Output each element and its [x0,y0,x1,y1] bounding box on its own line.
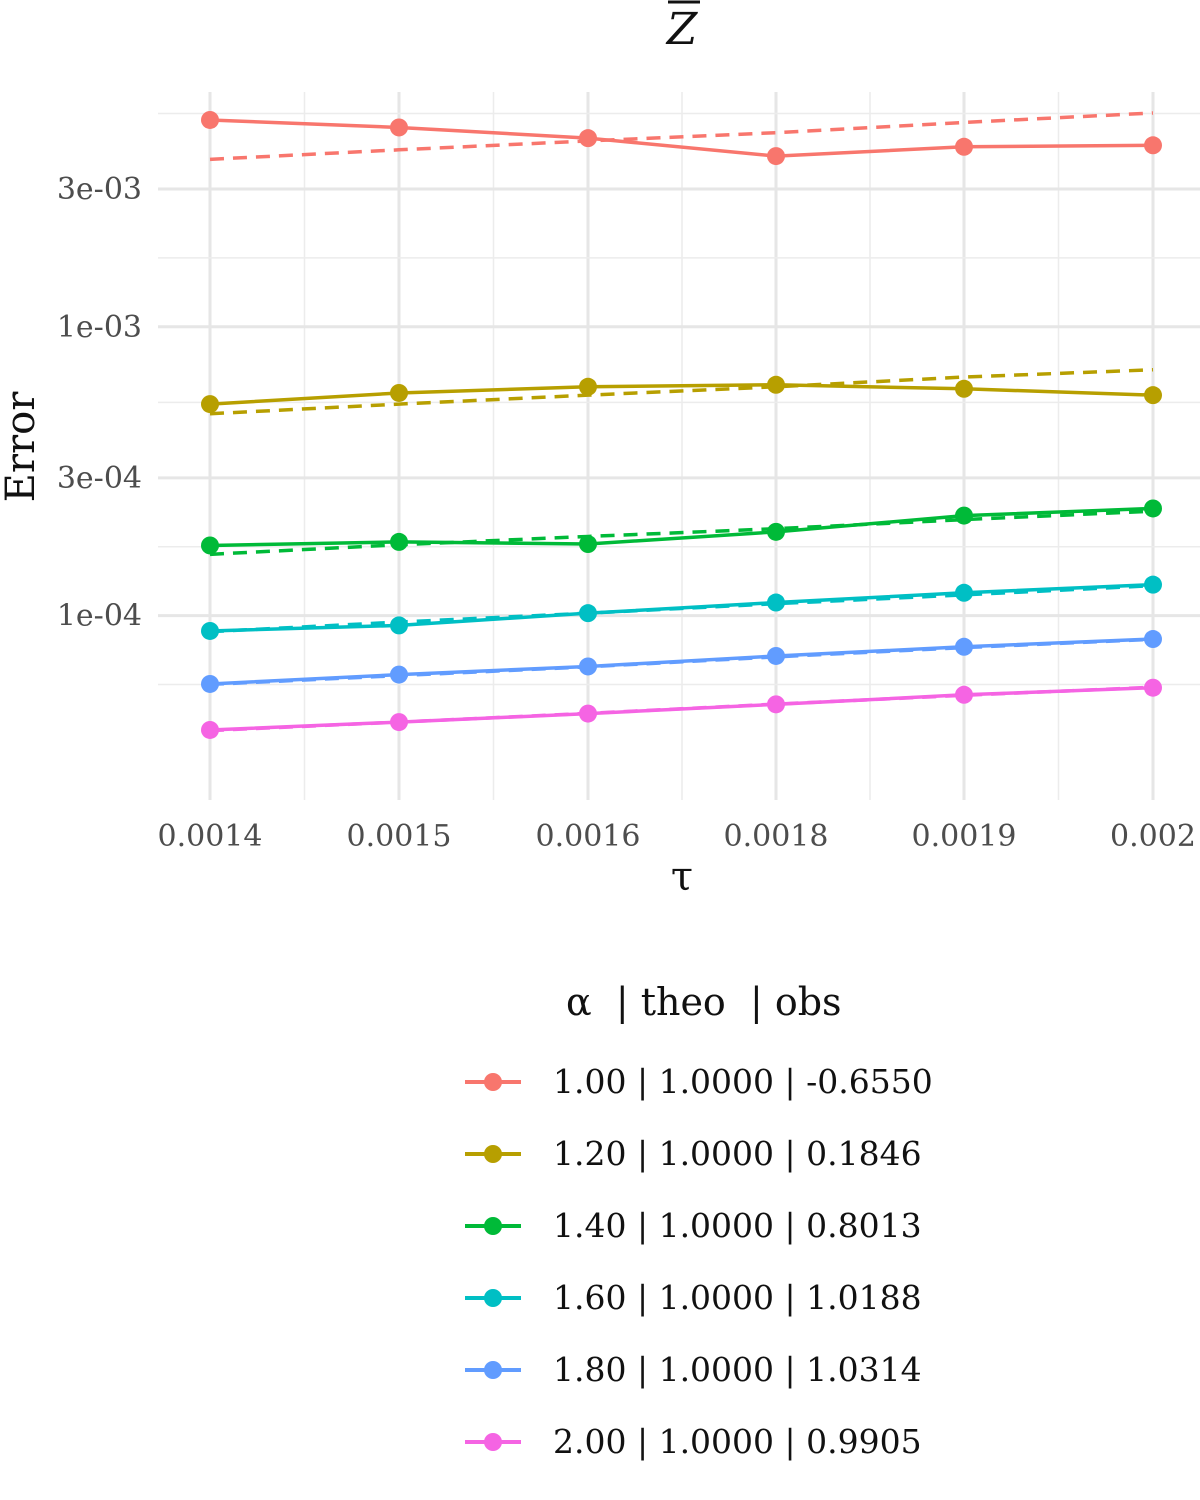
data-point [955,685,973,704]
observed-line [209,118,1154,158]
series-group [201,110,1162,166]
legend-items: 1.00 | 1.0000 | -0.6550 1.20 | 1.0000 | 0… [465,1062,933,1461]
legend-item: 1.60 | 1.0000 | 1.0188 [465,1278,922,1317]
data-point [201,674,219,693]
data-point [390,118,408,137]
data-point [579,129,597,148]
legend-item: 1.00 | 1.0000 | -0.6550 [465,1062,933,1101]
legend-key-point [484,1433,502,1451]
legend-label: 1.40 | 1.0000 | 0.8013 [553,1206,922,1245]
observed-line [209,383,1154,406]
series-layer [201,110,1162,739]
data-point [390,383,408,402]
theoretical-line [209,368,1154,416]
x-tick-label: 0.0014 [158,819,263,854]
data-point [201,536,219,555]
data-point [390,665,408,684]
plot-title: Z [665,4,699,55]
x-tick-label: 0.002 [1110,819,1196,854]
y-tick-label: 3e-03 [57,172,142,207]
data-point [955,637,973,656]
data-point [1144,630,1162,649]
series-group [201,368,1162,416]
legend-key-point [484,1073,502,1091]
legend-title: α | theo | obs [566,980,842,1024]
series-group [201,499,1162,557]
data-point [767,593,785,612]
legend-key-point [484,1217,502,1235]
data-point [955,379,973,398]
data-point [767,375,785,394]
legend: α | theo | obs 1.00 | 1.0000 | -0.65501.… [465,980,933,1461]
data-point [767,695,785,714]
x-axis-tick-labels: 0.0014 0.0015 0.0016 0.0018 0.0019 0.002 [158,819,1196,854]
y-axis-title: Error [0,391,44,503]
x-tick-label: 0.0016 [536,819,641,854]
x-tick-label: 0.0018 [724,819,829,854]
data-point [1144,678,1162,697]
legend-label: 1.80 | 1.0000 | 1.0314 [553,1350,922,1389]
data-point [579,377,597,396]
data-point [955,583,973,602]
legend-label: 1.20 | 1.0000 | 0.1846 [553,1134,922,1173]
theoretical-line [209,111,1154,162]
legend-key-point [484,1361,502,1379]
observed-line [209,685,1154,732]
x-axis-title: τ [671,854,693,900]
legend-item: 2.00 | 1.0000 | 0.9905 [465,1422,922,1461]
y-axis-tick-labels: 3e-03 1e-03 3e-04 1e-04 [57,172,142,634]
legend-key-point [484,1145,502,1163]
series-group [201,678,1162,739]
grid-lines [158,92,1200,800]
data-point [579,657,597,676]
data-point [201,720,219,739]
y-tick-label: 1e-03 [57,310,142,345]
x-tick-label: 0.0015 [347,819,452,854]
legend-label: 2.00 | 1.0000 | 0.9905 [553,1422,922,1461]
observed-line [209,506,1154,548]
data-point [1144,575,1162,594]
series-group [201,630,1162,693]
data-point [1144,499,1162,518]
data-point [390,532,408,551]
data-point [390,713,408,732]
data-point [1144,386,1162,405]
data-point [767,522,785,541]
data-point [955,137,973,156]
data-point [955,506,973,525]
observed-line [209,582,1154,633]
data-point [579,535,597,554]
series-group [201,575,1162,640]
legend-label: 1.00 | 1.0000 | -0.6550 [553,1062,933,1101]
data-point [1144,136,1162,155]
data-point [767,147,785,166]
plot-panel [158,92,1200,800]
y-tick-label: 3e-04 [57,461,142,496]
data-point [201,621,219,640]
observed-line [209,637,1154,686]
data-point [579,604,597,623]
y-tick-label: 1e-04 [57,599,142,634]
data-point [201,110,219,129]
theoretical-line [209,509,1154,557]
data-point [767,646,785,665]
legend-key-point [484,1289,502,1307]
data-point [390,616,408,635]
data-point [201,395,219,414]
legend-item: 1.20 | 1.0000 | 0.1846 [465,1134,922,1173]
legend-item: 1.80 | 1.0000 | 1.0314 [465,1350,922,1389]
x-tick-label: 0.0019 [912,819,1017,854]
legend-label: 1.60 | 1.0000 | 1.0188 [553,1278,922,1317]
data-point [579,704,597,723]
legend-item: 1.40 | 1.0000 | 0.8013 [465,1206,922,1245]
